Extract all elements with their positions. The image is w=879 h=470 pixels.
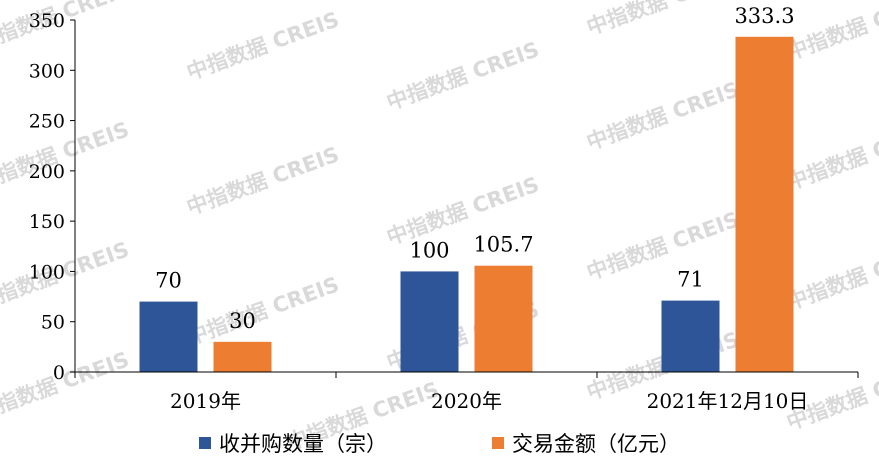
watermark-text: 中指数据 CREIS [584,207,743,284]
data-label: 100 [409,238,449,262]
y-tick-label: 0 [53,362,65,384]
bar-amount [735,36,794,372]
watermark-text: 中指数据 CREIS [784,117,879,194]
bar-amount [474,265,533,372]
bars-layer [139,36,794,372]
labels-layer: 2019年 70 30 2020年 100 105.7 2021年12月10日 71 333.3 [155,4,808,413]
legend: 收并购数量（宗） 交易金额（亿元） [0,428,879,458]
legend-item-count: 收并购数量（宗） [199,428,387,458]
y-tick-label: 300 [29,60,65,82]
watermark-text: 中指数据 CREIS [784,0,879,65]
bar-count [661,300,720,372]
watermark-text: 中指数据 CREIS [0,117,132,194]
watermark-text: 中指数据 CREIS [184,142,343,219]
bar-count [139,301,198,372]
legend-label-count: 收并购数量（宗） [219,432,387,456]
y-tick-label: 250 [29,111,65,133]
axes-layer: 0 50 100 150 200 250 300 350 [29,10,859,384]
x-category-label: 2021年12月10日 [647,389,809,413]
bar-count [400,271,459,372]
legend-swatch-count [199,437,211,449]
watermark-text: 中指数据 CREIS [784,237,879,314]
watermark-text: 中指数据 CREIS [384,37,543,114]
legend-label-amount: 交易金额（亿元） [512,432,680,456]
x-category-label: 2019年 [170,389,241,413]
y-tick-label: 350 [29,10,65,32]
y-tick-label: 100 [29,261,65,283]
watermark-text: 中指数据 CREIS [0,237,132,314]
bar-amount [213,341,272,372]
data-label: 70 [155,269,182,293]
data-label: 105.7 [473,233,533,257]
watermark-text: 中指数据 CREIS [184,272,343,349]
watermark-text: 中指数据 CREIS [184,7,343,84]
data-label: 333.3 [734,4,794,28]
x-category-label: 2020年 [431,389,502,413]
y-tick-label: 150 [29,211,65,233]
legend-item-amount: 交易金额（亿元） [492,428,680,458]
y-tick-label: 200 [29,161,65,183]
data-label: 71 [677,268,704,292]
y-tick-label: 50 [41,312,65,334]
watermark-text: 中指数据 CREIS [0,347,132,424]
watermark-text: 中指数据 CREIS [584,77,743,154]
data-label: 30 [229,309,256,333]
legend-swatch-amount [492,437,504,449]
watermark-text: 中指数据 CREIS [584,0,743,40]
watermark-text: 中指数据 CREIS [0,0,132,55]
